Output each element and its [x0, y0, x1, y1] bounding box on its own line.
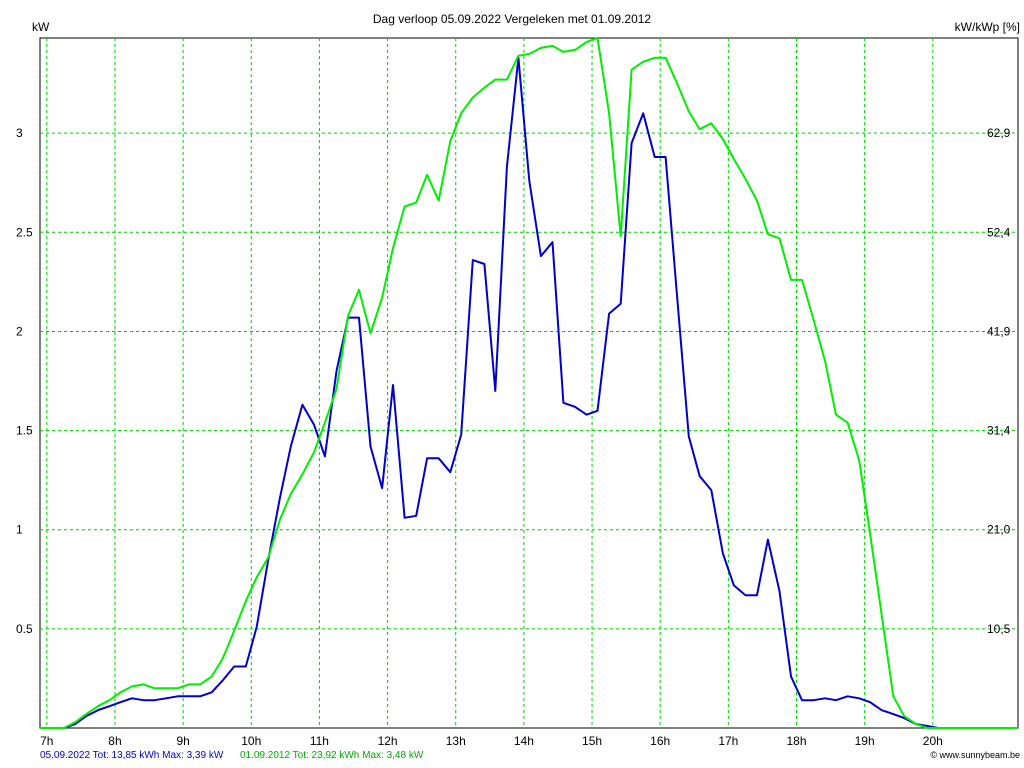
y-tick-label-left: 3	[16, 126, 23, 140]
x-tick-label: 8h	[108, 734, 121, 748]
x-tick-label: 19h	[855, 734, 875, 748]
grid	[40, 38, 1018, 728]
y-tick-label-right: 21,0	[987, 523, 1011, 537]
footer-series2-summary: 01.09.2012 Tot: 23,92 kWh Max: 3,48 kW	[240, 750, 424, 761]
series-line-1	[40, 56, 1018, 729]
series-line-2	[40, 37, 1018, 729]
footer-series1-summary: 05.09.2022 Tot: 13,85 kWh Max: 3,39 kW	[40, 750, 224, 761]
y-tick-label-right: 41,9	[987, 324, 1011, 338]
x-tick-label: 10h	[241, 734, 261, 748]
y-tick-label-right: 52,4	[987, 225, 1011, 239]
plot-area	[39, 37, 1019, 729]
x-tick-label: 17h	[718, 734, 738, 748]
series-lines	[40, 37, 1018, 729]
footer-copyright: © www.sunnybeam.be	[930, 750, 1020, 760]
y-tick-label-left: 2.5	[16, 225, 33, 239]
x-tick-label: 13h	[446, 734, 466, 748]
y-tick-label-left: 2	[16, 324, 23, 338]
y-tick-label-right: 62,9	[987, 126, 1011, 140]
x-tick-label: 11h	[310, 734, 329, 748]
x-tick-label: 9h	[176, 734, 189, 748]
x-tick-label: 15h	[582, 734, 602, 748]
x-tick-label: 20h	[923, 734, 943, 748]
y-axis-label-left: kW	[32, 20, 50, 34]
x-tick-label: 7h	[40, 734, 53, 748]
x-tick-label: 18h	[786, 734, 806, 748]
y-tick-label-left: 0.5	[16, 622, 33, 636]
x-tick-label: 14h	[514, 734, 534, 748]
y-tick-label-right: 31,4	[987, 424, 1011, 438]
y-axis-label-right: kW/kWp [%]	[955, 20, 1020, 34]
x-tick-label: 12h	[378, 734, 398, 748]
y-tick-label-left: 1	[16, 523, 23, 537]
x-tick-label: 16h	[650, 734, 670, 748]
y-tick-label-left: 1.5	[16, 424, 33, 438]
tick-labels: 7h 8h 9h 10h 11h 12h 13h 14h 15h 16h 17h 18h 19h 20h 0…	[16, 126, 1011, 748]
chart-title: Dag verloop 05.09.2022 Vergeleken met 01…	[373, 12, 652, 26]
y-tick-label-right: 10,5	[987, 622, 1011, 636]
